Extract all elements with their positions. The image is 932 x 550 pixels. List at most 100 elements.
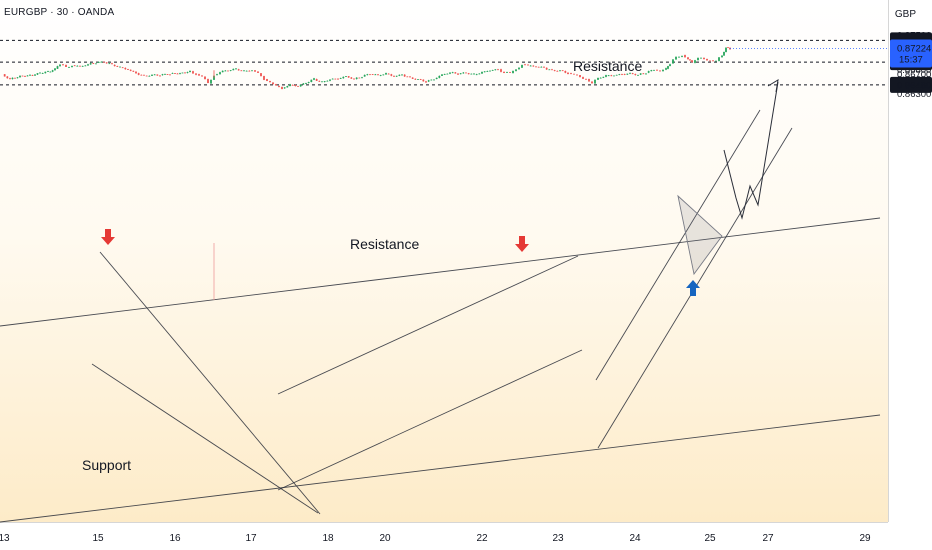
candle-body — [697, 57, 699, 61]
candle-body — [387, 73, 390, 75]
candle-body — [678, 56, 680, 58]
candle-body — [345, 76, 347, 77]
x-tick-label: 20 — [379, 533, 391, 544]
candle-body — [462, 72, 465, 74]
candle-body — [398, 74, 401, 76]
candle-body — [21, 75, 24, 77]
candle-body — [475, 74, 478, 76]
candle-body — [198, 74, 200, 76]
candle-body — [430, 79, 433, 81]
candle-body — [623, 74, 626, 75]
candle-body — [283, 87, 286, 89]
candle-body — [169, 74, 171, 76]
candle-body — [87, 64, 89, 66]
candle-body — [650, 70, 653, 72]
candle-body — [506, 72, 508, 73]
candle-body — [459, 73, 462, 75]
candle-body — [51, 70, 54, 72]
x-tick-label: 29 — [859, 533, 871, 544]
candle-body — [621, 74, 623, 76]
candle-body — [725, 47, 727, 52]
candle-body — [286, 86, 289, 88]
x-tick-label: 25 — [704, 533, 716, 544]
candle-body — [545, 67, 548, 70]
y-tick-label: 0.86800 — [897, 65, 931, 76]
candle-body — [411, 77, 414, 79]
candle-body — [675, 56, 677, 60]
candle-body — [446, 73, 449, 75]
candle-body — [435, 77, 438, 80]
candle-body — [151, 74, 153, 76]
price-badge-label: 0.86480 — [897, 80, 931, 91]
x-tick-label: 27 — [762, 533, 774, 544]
candle-body — [393, 75, 395, 77]
candle-body — [382, 74, 385, 76]
candle-body — [337, 78, 339, 80]
candle-body — [171, 73, 174, 74]
candle-body — [79, 65, 81, 67]
candle-body — [358, 77, 361, 79]
candle-body — [71, 66, 73, 68]
candle-body — [49, 71, 52, 73]
candle-body — [689, 59, 691, 61]
candle-body — [647, 71, 650, 73]
current-price-badge — [890, 39, 932, 68]
candle-body — [278, 85, 280, 87]
candle-body — [551, 69, 553, 71]
candle-body — [494, 69, 497, 71]
candle-body — [237, 69, 240, 71]
candle-body — [315, 79, 318, 81]
candle-body — [347, 76, 350, 78]
candle-body — [363, 74, 366, 77]
candle-body — [210, 79, 212, 84]
candle-body — [653, 69, 655, 71]
candle-body — [350, 77, 353, 79]
candle-body — [414, 78, 417, 80]
candle-body — [454, 72, 457, 74]
candle-body — [433, 79, 435, 81]
candle-body — [124, 67, 127, 70]
candle-body — [588, 79, 590, 82]
candle-body — [718, 57, 720, 61]
candle-body — [305, 83, 307, 84]
candle-body — [135, 71, 137, 74]
candle-body — [451, 72, 454, 74]
candle-body — [329, 79, 331, 81]
candle-body — [113, 64, 116, 67]
candle-body — [281, 86, 283, 90]
candle-body — [503, 71, 505, 74]
candle-body — [9, 78, 11, 80]
candle-body — [361, 77, 363, 79]
candle-body — [62, 64, 64, 66]
candle-body — [637, 74, 639, 76]
candle-body — [235, 68, 237, 70]
candle-body — [629, 72, 631, 74]
down-arrow-icon — [101, 229, 115, 245]
candle-body — [192, 71, 194, 74]
candle-body — [24, 76, 26, 77]
candle-body — [672, 59, 674, 64]
candle-body — [369, 74, 371, 76]
candle-body — [251, 70, 253, 72]
candle-body — [100, 61, 103, 63]
candle-body — [712, 60, 714, 62]
candle-body — [260, 73, 262, 77]
candle-body — [248, 70, 251, 72]
candle-body — [489, 70, 491, 72]
candle-body — [275, 84, 277, 86]
candle-body — [379, 75, 382, 77]
candle-body — [591, 81, 593, 84]
candle-body — [524, 64, 526, 66]
annotation-label: Support — [82, 457, 131, 473]
candle-body — [497, 69, 499, 71]
current-price-label: 0.87224 — [897, 44, 931, 55]
candle-body — [419, 79, 422, 80]
trend-line — [91, 363, 319, 514]
candle-body — [323, 81, 326, 82]
candle-body — [297, 86, 299, 87]
x-tick-label: 22 — [476, 533, 488, 544]
candle-body — [186, 72, 189, 73]
candle-body — [179, 73, 181, 74]
